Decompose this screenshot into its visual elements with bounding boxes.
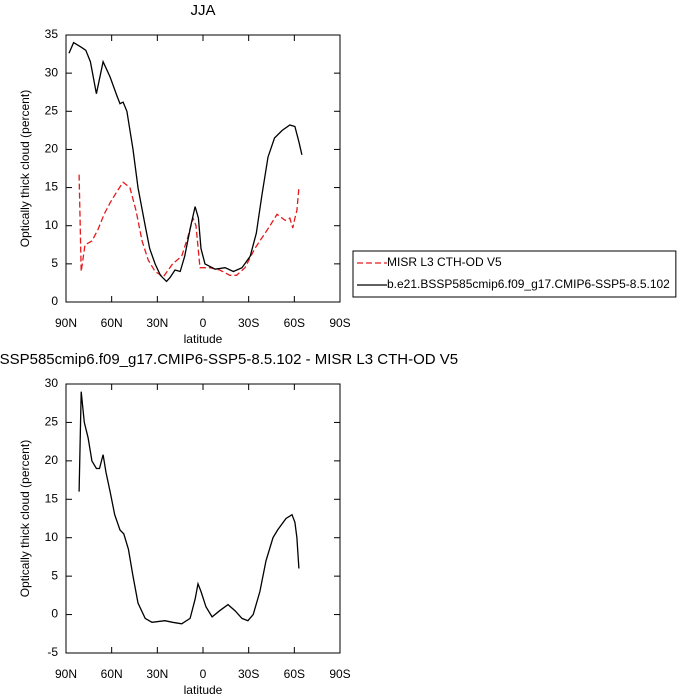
y-tick-label: 30 bbox=[45, 376, 59, 390]
y-tick-label: 20 bbox=[45, 453, 59, 467]
y-tick-label: 10 bbox=[45, 530, 59, 544]
x-tick-label: 30N bbox=[146, 667, 168, 681]
x-axis-label: latitude bbox=[184, 683, 223, 697]
x-tick-label: 60S bbox=[284, 667, 305, 681]
x-tick-label: 0 bbox=[200, 667, 207, 681]
x-tick-label: 30S bbox=[238, 316, 259, 330]
y-tick-label: 15 bbox=[45, 491, 59, 505]
y-axis-label: Optically thick cloud (percent) bbox=[18, 90, 32, 247]
plot-frame bbox=[65, 34, 341, 303]
legend: MISR L3 CTH-OD V5 b.e21.BSSP585cmip6.f09_… bbox=[352, 250, 677, 298]
x-tick-label: 90N bbox=[55, 667, 77, 681]
y-tick-label: 5 bbox=[51, 256, 58, 270]
legend-label: b.e21.BSSP585cmip6.f09_g17.CMIP6-SSP5-8.… bbox=[387, 277, 670, 291]
x-axis-label: latitude bbox=[184, 332, 223, 346]
chart-title: JJA bbox=[190, 2, 215, 19]
data-line bbox=[68, 41, 303, 283]
x-tick-label: 60S bbox=[284, 316, 305, 330]
x-tick-label: 90S bbox=[329, 316, 350, 330]
data-line bbox=[78, 391, 300, 625]
y-tick-label: 0 bbox=[51, 294, 58, 308]
y-tick-label: 5 bbox=[51, 568, 58, 582]
y-tick-label: -5 bbox=[47, 645, 58, 659]
x-tick-label: 30S bbox=[238, 667, 259, 681]
y-tick-label: 15 bbox=[45, 180, 59, 194]
y-axis-label: Optically thick cloud (percent) bbox=[18, 440, 32, 597]
legend-label: MISR L3 CTH-OD V5 bbox=[387, 255, 502, 269]
x-tick-label: 90S bbox=[329, 667, 350, 681]
y-tick-label: 25 bbox=[45, 103, 59, 117]
plot-frame bbox=[65, 383, 341, 654]
y-tick-label: 20 bbox=[45, 142, 59, 156]
x-tick-label: 60N bbox=[101, 316, 123, 330]
y-tick-label: 0 bbox=[51, 607, 58, 621]
y-tick-label: 25 bbox=[45, 415, 59, 429]
legend-frame bbox=[352, 250, 677, 298]
x-tick-label: 0 bbox=[200, 316, 207, 330]
chart-title: b.e21.BSSP585cmip6.f09_g17.CMIP6-SSP5-8.… bbox=[0, 351, 458, 368]
x-tick-label: 90N bbox=[55, 316, 77, 330]
x-tick-label: 60N bbox=[101, 667, 123, 681]
data-line bbox=[78, 174, 300, 278]
y-tick-label: 30 bbox=[45, 65, 59, 79]
y-tick-label: 35 bbox=[45, 27, 59, 41]
x-tick-label: 30N bbox=[146, 316, 168, 330]
y-tick-label: 10 bbox=[45, 218, 59, 232]
